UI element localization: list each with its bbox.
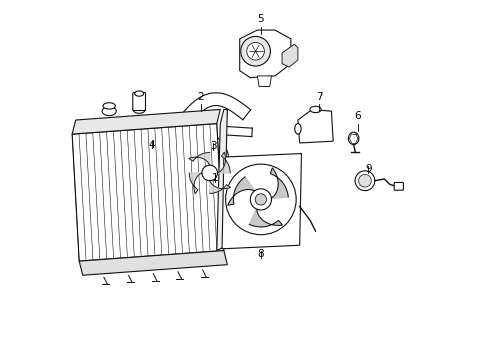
Polygon shape — [228, 177, 255, 205]
Polygon shape — [282, 44, 298, 67]
Circle shape — [255, 194, 267, 205]
FancyBboxPatch shape — [133, 93, 146, 111]
Circle shape — [202, 165, 218, 181]
Polygon shape — [189, 153, 210, 165]
Polygon shape — [210, 181, 230, 193]
Polygon shape — [72, 123, 224, 261]
Text: 2: 2 — [197, 92, 204, 102]
Polygon shape — [223, 126, 252, 136]
Ellipse shape — [133, 105, 146, 113]
Circle shape — [359, 174, 371, 187]
Circle shape — [225, 164, 296, 235]
Text: 3: 3 — [210, 141, 217, 152]
Ellipse shape — [135, 91, 144, 96]
Ellipse shape — [295, 123, 301, 134]
Polygon shape — [72, 109, 221, 134]
Polygon shape — [217, 109, 227, 251]
Ellipse shape — [348, 132, 359, 145]
Circle shape — [247, 42, 265, 60]
Text: 9: 9 — [365, 165, 372, 174]
Polygon shape — [298, 109, 333, 143]
Circle shape — [241, 36, 270, 66]
Circle shape — [250, 189, 271, 210]
FancyBboxPatch shape — [394, 183, 403, 190]
Polygon shape — [270, 168, 288, 199]
Text: 4: 4 — [148, 140, 155, 150]
Ellipse shape — [103, 103, 115, 109]
Polygon shape — [202, 133, 228, 159]
Ellipse shape — [310, 106, 321, 113]
Polygon shape — [222, 154, 301, 249]
Polygon shape — [164, 93, 251, 147]
Text: 5: 5 — [258, 14, 264, 24]
Polygon shape — [218, 152, 230, 173]
Text: 7: 7 — [316, 92, 322, 102]
Text: 8: 8 — [258, 249, 264, 259]
Polygon shape — [240, 30, 291, 78]
Text: 1: 1 — [212, 173, 219, 183]
Circle shape — [355, 171, 375, 190]
Polygon shape — [249, 208, 282, 227]
Polygon shape — [189, 173, 202, 194]
Text: 6: 6 — [355, 112, 361, 121]
Ellipse shape — [102, 107, 116, 116]
Polygon shape — [257, 76, 271, 86]
Polygon shape — [79, 251, 227, 275]
